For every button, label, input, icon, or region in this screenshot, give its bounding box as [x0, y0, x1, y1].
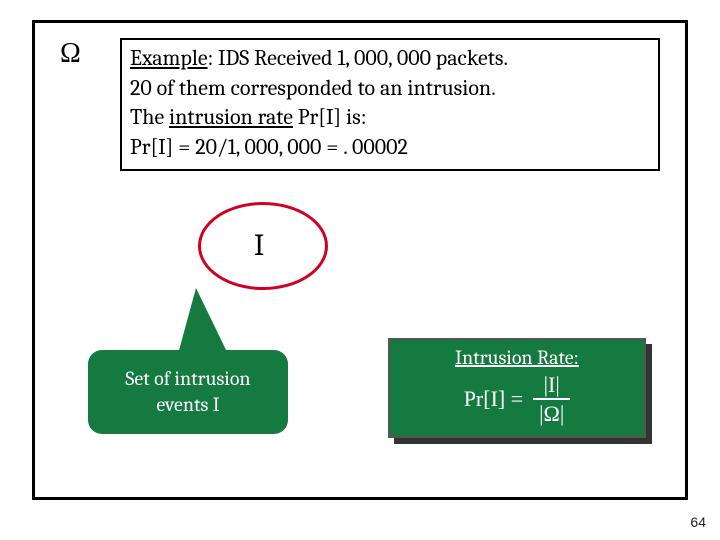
formula-denominator: |Ω|: [533, 402, 570, 425]
example-line-1: Example: IDS Received 1, 000, 000 packet…: [130, 44, 650, 74]
page-number: 64: [690, 514, 706, 530]
fraction-bar: [533, 398, 570, 400]
callout-line-1: Set of intrusion: [88, 366, 288, 392]
example-label: Example: [130, 45, 208, 71]
intrusion-set-label: I: [254, 228, 264, 263]
rate-title: Intrusion Rate:: [390, 346, 644, 369]
example-line-1-rest: : IDS Received 1, 000, 000 packets.: [208, 45, 508, 71]
rate-title-text: Intrusion Rate:: [455, 346, 579, 369]
example-line-3-prefix: The: [130, 104, 169, 130]
callout-line-2: events I: [88, 392, 288, 418]
example-box: Example: IDS Received 1, 000, 000 packet…: [120, 38, 660, 171]
example-line-2: 20 of them corresponded to an intrusion.: [130, 74, 650, 104]
callout-box: Set of intrusion events I: [88, 350, 288, 434]
callout-pointer: [178, 288, 228, 354]
example-line-4: Pr[I] = 20/1, 000, 000 = . 00002: [130, 133, 650, 163]
rate-formula: Pr[I] = |I| |Ω|: [390, 373, 644, 425]
example-line-3: The intrusion rate Pr[I] is:: [130, 103, 650, 133]
example-line-3-rest: Pr[I] is:: [293, 104, 367, 130]
formula-lhs: Pr[I] =: [464, 386, 523, 412]
rate-box: Intrusion Rate: Pr[I] = |I| |Ω|: [388, 338, 646, 438]
formula-numerator: |I|: [538, 373, 566, 396]
example-line-3-underlined: intrusion rate: [169, 104, 293, 130]
omega-symbol: Ω: [60, 38, 81, 70]
formula-fraction: |I| |Ω|: [533, 373, 570, 425]
